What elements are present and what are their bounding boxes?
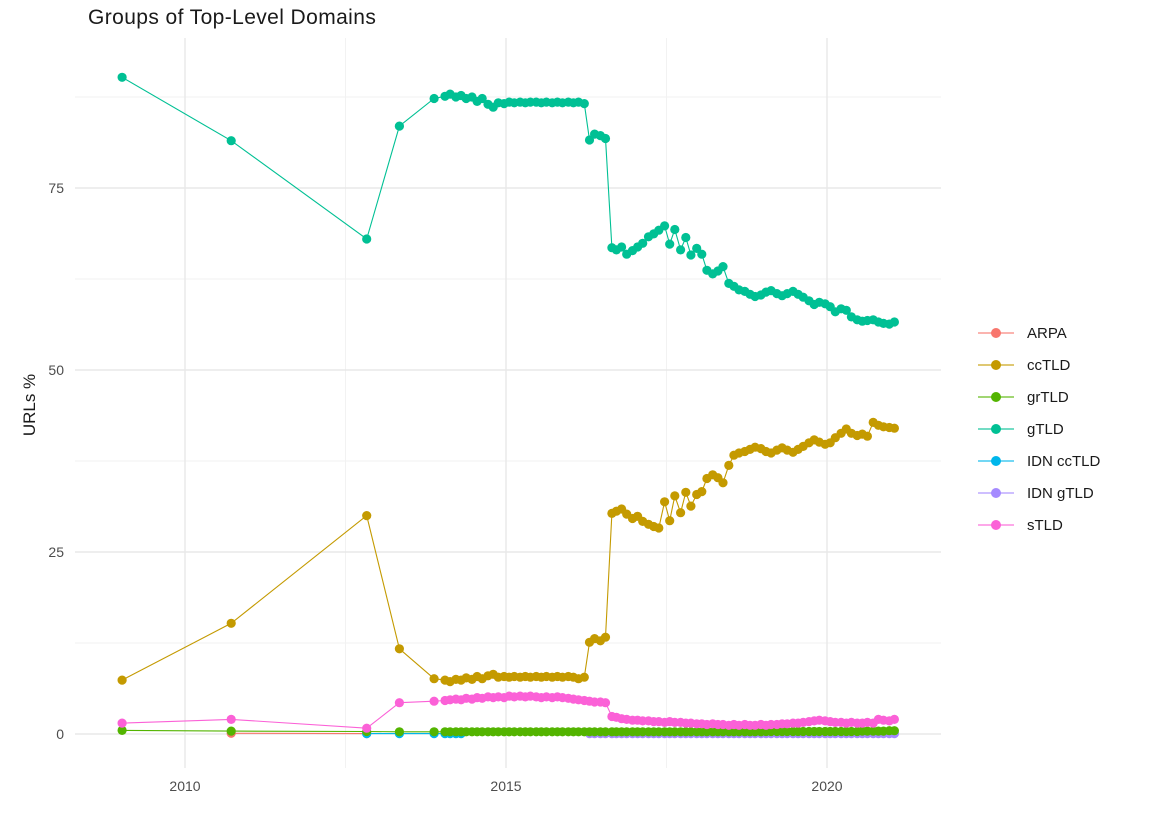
data-point — [862, 431, 873, 441]
data-point — [362, 234, 372, 244]
y-axis-title: URLs % — [20, 373, 39, 437]
data-point — [660, 497, 670, 507]
legend-key-icon — [978, 327, 1014, 339]
data-point — [889, 726, 900, 736]
legend-key-icon — [978, 487, 1014, 499]
legend-item-stld: sTLD — [978, 509, 1100, 541]
gridlines — [75, 38, 941, 768]
legend-label: IDN gTLD — [1027, 484, 1094, 502]
data-point — [686, 501, 696, 511]
series-stld — [117, 691, 900, 733]
legend-key-icon — [978, 455, 1014, 467]
legend-key-icon — [978, 519, 1014, 531]
data-point — [665, 239, 675, 249]
series-gtld — [117, 72, 900, 329]
legend-item-cctld: ccTLD — [978, 349, 1100, 381]
x-tick-label: 2010 — [169, 778, 201, 794]
data-point — [362, 510, 372, 521]
data-point — [654, 523, 664, 533]
legend-key-icon — [978, 359, 1014, 371]
y-tick-label: 75 — [48, 180, 64, 196]
data-point — [226, 136, 236, 146]
data-point — [362, 723, 372, 733]
data-point — [889, 317, 900, 327]
data-point — [665, 516, 675, 526]
data-point — [889, 714, 900, 725]
data-point — [718, 262, 728, 272]
data-point — [841, 305, 851, 315]
data-point — [638, 238, 648, 248]
x-tick-label: 2020 — [811, 778, 843, 794]
data-point — [889, 423, 900, 433]
y-tick-label: 25 — [48, 544, 64, 560]
legend-label: ccTLD — [1027, 356, 1071, 374]
data-point — [429, 674, 439, 684]
data-point — [117, 675, 127, 685]
series-arpa — [226, 728, 372, 739]
y-tick-label: 50 — [48, 362, 64, 378]
data-point — [600, 727, 611, 737]
data-point — [117, 72, 127, 82]
data-point — [226, 618, 236, 628]
data-point — [724, 460, 734, 470]
legend-label: gTLD — [1027, 420, 1064, 438]
data-point — [670, 224, 680, 235]
data-point — [394, 727, 404, 737]
legend: ARPA ccTLD grTLD gTLD IDN ccTLD IDN gTLD sTLD — [978, 317, 1100, 541]
data-point — [429, 696, 439, 706]
data-point — [600, 698, 611, 708]
data-point — [617, 242, 627, 252]
data-point — [681, 232, 691, 243]
legend-key-icon — [978, 391, 1014, 403]
data-point — [477, 93, 487, 104]
legend-item-grtld: grTLD — [978, 381, 1100, 413]
data-point — [394, 121, 404, 131]
data-point — [676, 508, 686, 518]
data-point — [681, 487, 691, 497]
data-point — [226, 726, 236, 736]
data-point — [670, 491, 680, 501]
legend-key-icon — [978, 423, 1014, 435]
data-point — [600, 632, 611, 642]
chart-title: Groups of Top-Level Domains — [88, 6, 377, 29]
data-point — [394, 644, 404, 654]
data-point — [600, 133, 611, 144]
data-point — [117, 718, 127, 728]
data-point — [117, 725, 127, 736]
data-point — [660, 221, 670, 231]
data-point — [697, 487, 707, 497]
data-point — [394, 698, 404, 708]
legend-item-idn-gtld: IDN gTLD — [978, 477, 1100, 509]
legend-label: sTLD — [1027, 516, 1063, 534]
data-point — [429, 93, 439, 104]
series-grtld — [117, 725, 900, 737]
y-tick-label: 0 — [56, 726, 64, 742]
x-tick-label: 2015 — [490, 778, 522, 794]
legend-item-gtld: gTLD — [978, 413, 1100, 445]
data-point — [579, 99, 589, 109]
series-cctld — [117, 417, 900, 687]
legend-item-arpa: ARPA — [978, 317, 1100, 349]
data-point — [686, 250, 696, 260]
data-point — [676, 245, 686, 255]
data-point — [579, 672, 589, 682]
data-point — [226, 714, 236, 725]
legend-item-idn-cctld: IDN ccTLD — [978, 445, 1100, 477]
data-point — [718, 478, 728, 488]
data-point — [697, 249, 707, 259]
legend-label: ARPA — [1027, 324, 1067, 342]
legend-label: grTLD — [1027, 388, 1069, 406]
data-point — [429, 727, 439, 737]
legend-label: IDN ccTLD — [1027, 452, 1101, 470]
